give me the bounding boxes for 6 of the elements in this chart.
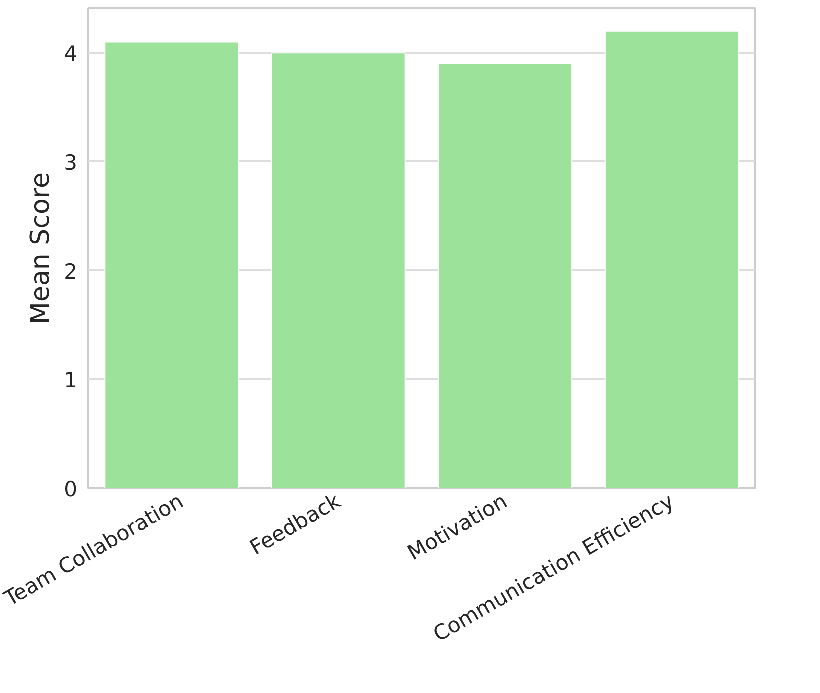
y-tick-label: 2 [64, 260, 78, 284]
y-tick-label: 3 [64, 150, 78, 175]
y-axis-title: Mean Score [26, 172, 56, 324]
y-tick-label: 1 [64, 368, 78, 393]
y-tick-label: 0 [64, 478, 78, 502]
y-tick-label: 4 [64, 42, 78, 66]
